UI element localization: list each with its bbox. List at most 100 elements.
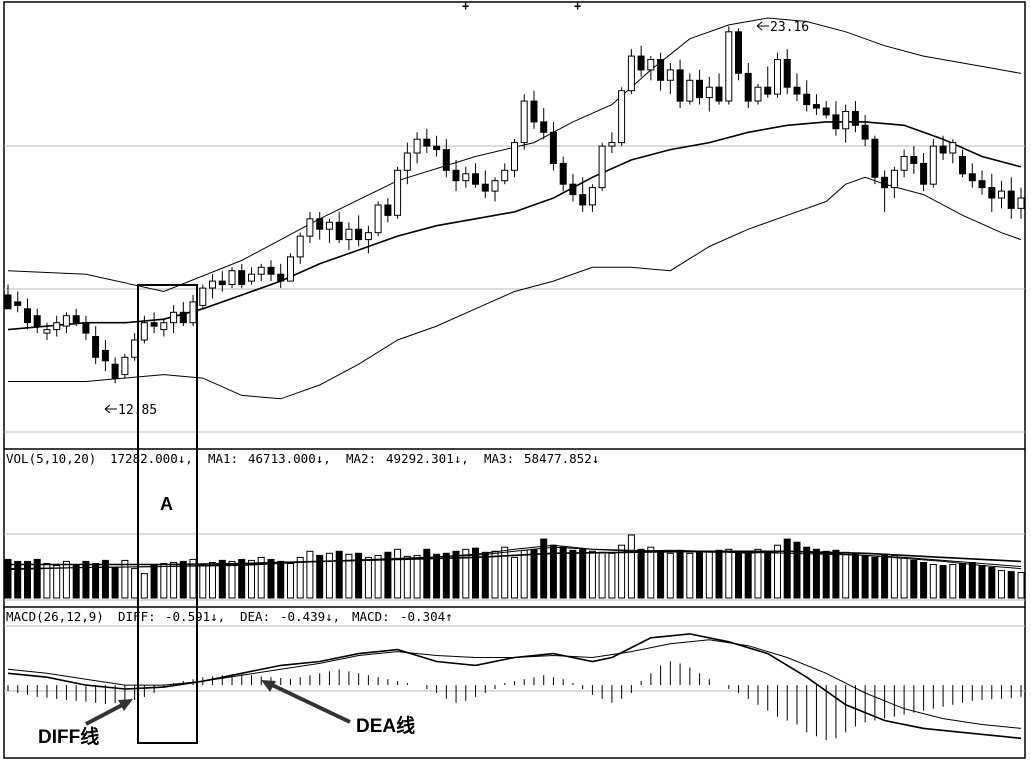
candle-body-up (462, 173, 470, 182)
volume-bar (647, 546, 655, 599)
candle (511, 139, 518, 178)
candle-body-down (978, 180, 986, 189)
volume-indicator-name: VOL(5,10,20) (6, 451, 96, 466)
candle-body-down (988, 187, 996, 199)
candle-body-down (111, 363, 119, 379)
candle (374, 201, 382, 237)
candle (501, 163, 509, 185)
volume-bar (598, 551, 606, 599)
candle (666, 63, 674, 95)
candle (403, 142, 411, 185)
chart-frame (3, 1, 1026, 759)
candle-body-up (287, 256, 294, 282)
candle-body-up (160, 322, 168, 331)
volume-bar (33, 558, 41, 599)
candle (150, 312, 158, 334)
candle (803, 80, 811, 112)
volume-bar (910, 559, 918, 599)
volume-bar (569, 549, 577, 599)
candle-body-down (238, 270, 246, 286)
candle-body-down (549, 131, 557, 165)
candle-body-down (72, 315, 80, 324)
volume-bar (53, 565, 61, 599)
candle-body-up (413, 138, 421, 154)
candle-body-down (384, 204, 392, 216)
candle (647, 56, 655, 81)
macd-diff-arrow: ↓, (210, 609, 225, 624)
candle-body-down (851, 111, 859, 126)
volume-bar (121, 559, 129, 599)
candle-body-up (209, 280, 216, 289)
candle-body-up (705, 86, 713, 99)
candle (949, 139, 957, 164)
diff-arrow (85, 699, 133, 726)
candle (199, 284, 207, 309)
volume-bar (179, 560, 187, 599)
dea-arrow-label: DEA线 (356, 714, 415, 737)
annotation-box-label: A (160, 494, 173, 514)
candle (696, 69, 703, 105)
candle-body-down (452, 169, 460, 182)
volume-bar (715, 549, 723, 599)
candle-body-up (598, 145, 606, 189)
candle-body-up (170, 311, 178, 324)
candle-body-up (325, 221, 333, 230)
volume-bar (325, 552, 333, 599)
candle-body-up (257, 266, 265, 275)
volume-bar (238, 558, 246, 599)
volume-bar (452, 550, 460, 599)
candle (618, 87, 626, 147)
candle-body-down (277, 273, 285, 282)
candle-body-up (774, 59, 781, 95)
volume-panel (4, 534, 1025, 599)
dea-arrow (261, 680, 351, 724)
candle-body-down (101, 349, 109, 362)
candle-body-down (803, 93, 811, 106)
volume-bar (345, 553, 353, 599)
volume-bar (481, 551, 489, 599)
macd-macd-arrow: ↑ (445, 609, 453, 624)
candle-body-up (364, 232, 372, 241)
candle-body-down (24, 308, 31, 324)
candle (822, 101, 830, 119)
candle-body-up (666, 69, 674, 81)
candle-body-down (744, 72, 752, 102)
diff-line (7, 633, 1022, 740)
candle-body-down (569, 183, 577, 196)
candle (218, 270, 226, 292)
candle-body-down (871, 138, 879, 178)
candle-body-down (316, 218, 324, 230)
volume-bar (520, 549, 528, 599)
candle-body-down (764, 86, 772, 95)
volume-bar (735, 551, 742, 599)
candle (959, 149, 966, 178)
volume-bar (774, 544, 781, 599)
candle (462, 166, 470, 188)
candle (33, 308, 41, 334)
volume-bar (131, 568, 139, 599)
candle (540, 108, 548, 140)
volume-bar (43, 563, 51, 599)
candle (316, 211, 324, 240)
volume-ma1-arrow: ↓, (316, 451, 331, 466)
candle (452, 159, 460, 192)
candle-body-up (725, 31, 733, 102)
candle-body-down (442, 149, 450, 171)
volume-bar (92, 563, 100, 599)
candle (910, 146, 918, 174)
diff-arrow-label: DIFF线 (38, 725, 99, 748)
candle (140, 315, 148, 344)
candle-body-up (618, 90, 626, 144)
candle-body-down (676, 69, 684, 102)
candle (248, 267, 255, 285)
volume-bar (296, 556, 304, 599)
volume-ma1-label: MA1: (208, 451, 238, 466)
macd-macd-label: MACD: (352, 609, 390, 624)
candle-body-down (910, 156, 918, 164)
volume-bar (764, 550, 772, 599)
price-panel (4, 17, 1025, 400)
volume-bar (1007, 571, 1015, 599)
high-price-label: 23.16 (756, 20, 809, 35)
volume-bar (257, 556, 265, 599)
